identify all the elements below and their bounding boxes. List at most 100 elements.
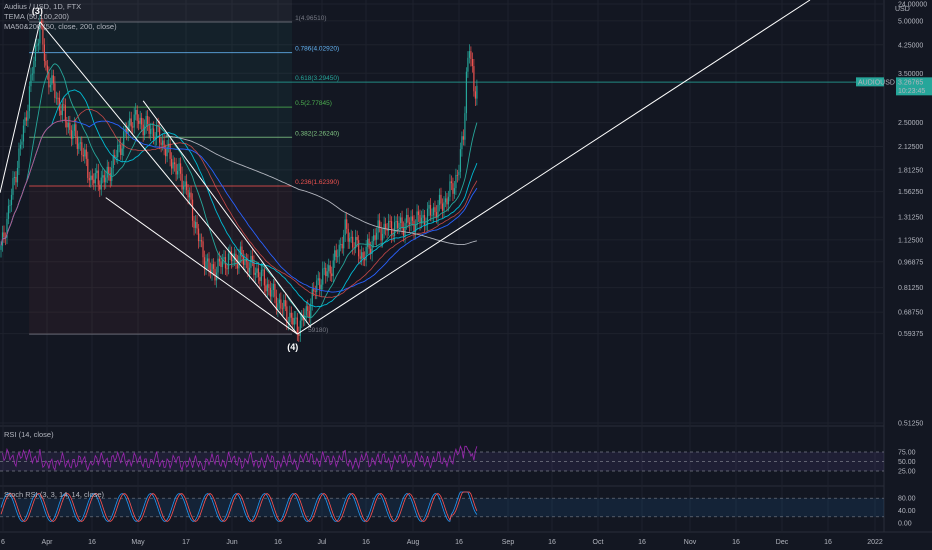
candle-body — [458, 171, 460, 176]
fib-level-label: 0.236(1.62390) — [295, 179, 339, 186]
candle-body — [36, 45, 38, 47]
time-tick-label: Dec — [776, 539, 789, 546]
candle-body — [103, 175, 105, 183]
price-tick-label: 1.12500 — [898, 237, 923, 244]
candle-body — [94, 172, 96, 184]
candle-body — [172, 162, 174, 169]
candle-body — [200, 240, 203, 242]
candle-body — [398, 222, 400, 229]
candle-body — [265, 285, 267, 292]
candle-body — [48, 72, 50, 88]
candle-body — [175, 164, 177, 175]
candle-body — [69, 122, 71, 130]
candle-body — [284, 300, 286, 307]
fib-level-label: 1(4.96510) — [295, 15, 326, 22]
candle-body — [328, 265, 330, 272]
candle-body — [465, 71, 468, 114]
candle-body — [455, 174, 457, 189]
candle-body — [73, 124, 75, 131]
candle-body — [449, 181, 451, 197]
candle-body — [431, 215, 433, 217]
fib-level-label: 0.618(3.29450) — [295, 75, 339, 82]
candle-body — [334, 250, 336, 261]
time-tick-label: Oct — [593, 539, 604, 546]
time-tick-label: Jun — [226, 539, 237, 546]
candle-body — [423, 215, 426, 226]
price-tick-label: 0.81250 — [898, 285, 923, 292]
candle-body — [468, 51, 471, 58]
candle-body — [51, 75, 53, 85]
candle-body — [299, 320, 301, 336]
tema-line — [0, 89, 478, 308]
price-tick-label: 2.50000 — [898, 120, 923, 127]
candle-body — [305, 306, 307, 316]
candle-body — [393, 222, 396, 236]
rsi-legend[interactable]: RSI (14, close) — [4, 430, 54, 439]
tema-legend[interactable]: TEMA (50,100,200) — [4, 12, 70, 21]
candle-body — [450, 181, 453, 184]
candle-body — [365, 246, 367, 261]
candle-body — [93, 179, 95, 184]
candle-body — [72, 130, 74, 139]
price-tick-label: 1.81250 — [898, 167, 923, 174]
ma200-line — [165, 135, 478, 246]
candle-body — [78, 143, 80, 149]
candle-body — [31, 73, 34, 75]
candle-body — [453, 188, 456, 194]
candle-body — [355, 236, 357, 249]
candle-body — [446, 198, 448, 205]
time-tick-label: Nov — [684, 539, 697, 546]
candle-body — [0, 245, 2, 250]
candle-body — [160, 142, 162, 145]
candle-body — [322, 268, 324, 285]
ma-legend[interactable]: MA50&200 (50, close, 200, close) — [4, 22, 117, 31]
candle-body — [307, 306, 309, 311]
candle-body — [223, 257, 225, 260]
candle-body — [440, 194, 442, 204]
candle-body — [182, 186, 185, 190]
candle-body — [151, 128, 153, 130]
candle-body — [361, 252, 363, 259]
candle-body — [154, 138, 156, 140]
candle-body — [232, 260, 234, 262]
candle-body — [296, 317, 298, 334]
candle-body — [387, 220, 390, 231]
candle-body — [10, 194, 13, 206]
stoch-rsi-legend[interactable]: Stoch RSI (3, 3, 14, 14, close) — [4, 490, 105, 499]
candle-body — [417, 211, 420, 216]
candle-body — [145, 115, 147, 127]
candle-body — [184, 181, 186, 187]
candle-body — [277, 303, 279, 310]
candle-body — [275, 296, 277, 310]
candle-body — [476, 85, 478, 99]
price-tick-label: 4.25000 — [898, 42, 923, 49]
time-tick-label: 6 — [1, 539, 5, 546]
candle-body — [194, 221, 197, 228]
candle-body — [34, 45, 37, 62]
wedge-lower-line — [105, 197, 298, 335]
candle-body — [173, 162, 176, 165]
price-tick-label: 0.51250 — [898, 421, 923, 428]
candle-body — [259, 277, 261, 281]
candle-body — [399, 217, 402, 223]
candle-body — [28, 86, 31, 112]
candle-body — [112, 155, 114, 168]
time-tick-label: 17 — [182, 539, 190, 546]
candle-body — [6, 218, 8, 238]
candle-body — [118, 144, 120, 146]
candle-body — [295, 317, 297, 319]
candle-body — [471, 58, 473, 67]
candle-body — [21, 141, 23, 145]
candle-body — [63, 104, 65, 106]
candle-body — [90, 175, 92, 181]
candle-body — [376, 232, 378, 240]
candle-body — [338, 244, 340, 257]
candle-body — [392, 235, 394, 237]
candle-body — [262, 269, 264, 271]
price-tick-label: 0.59375 — [898, 331, 923, 338]
candle-body — [311, 289, 313, 304]
candle-body — [156, 124, 158, 139]
price-tick-label: 0.68750 — [898, 310, 923, 317]
candle-body — [126, 128, 128, 134]
